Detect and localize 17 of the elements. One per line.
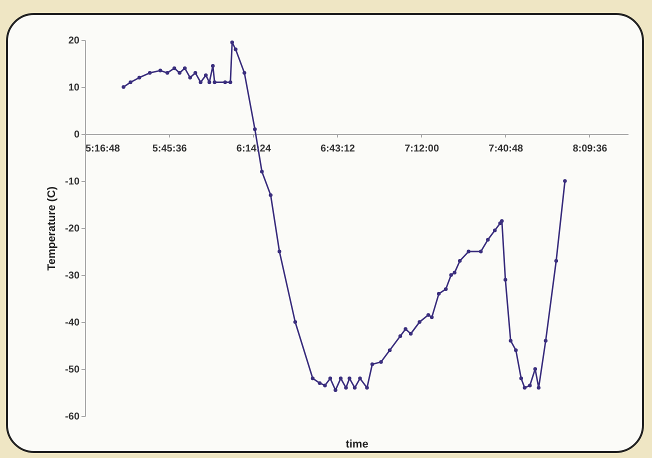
x-tick-label: 8:09:36 xyxy=(572,144,608,154)
x-tick-label: 7:40:48 xyxy=(488,144,524,154)
x-tick-label: 5:45:36 xyxy=(152,144,188,154)
y-tick-label: -60 xyxy=(65,412,80,422)
y-tick-label: 10 xyxy=(68,82,80,94)
x-tick-label: 5:16:48 xyxy=(86,144,120,154)
y-tick-label: 20 xyxy=(68,36,80,46)
y-tick-label: -40 xyxy=(65,318,80,328)
x-axis-title: time xyxy=(346,438,368,450)
y-tick-label: -20 xyxy=(65,224,80,234)
x-tick-label: 6:43:12 xyxy=(320,144,356,154)
y-tick-label: -30 xyxy=(65,270,80,282)
x-tick-label: 7:12:00 xyxy=(404,144,440,154)
y-axis-title: Temperature (C) xyxy=(46,186,58,271)
y-tick-label: 0 xyxy=(74,130,80,140)
y-tick-label: -10 xyxy=(65,176,80,188)
y-tick-label: -50 xyxy=(65,364,80,376)
